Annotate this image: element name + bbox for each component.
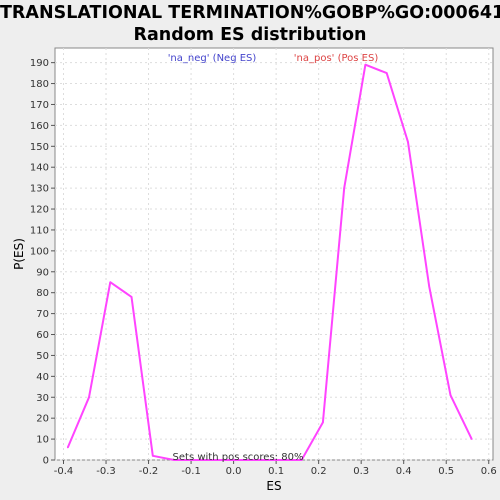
data-point bbox=[470, 438, 473, 440]
x-tick-label: -0.2 bbox=[139, 466, 159, 477]
y-tick-label: 170 bbox=[30, 100, 49, 111]
x-tick-label: -0.3 bbox=[96, 466, 116, 477]
y-tick-label: 140 bbox=[30, 163, 49, 174]
y-tick-label: 50 bbox=[36, 351, 49, 362]
data-point bbox=[66, 446, 69, 449]
y-tick-label: 10 bbox=[36, 435, 49, 446]
y-tick-label: 80 bbox=[36, 288, 49, 299]
x-tick-label: 0.3 bbox=[353, 466, 369, 477]
pos-scores-annotation: Sets with pos scores: 80% bbox=[173, 452, 304, 463]
y-tick-label: 60 bbox=[36, 330, 49, 341]
data-point bbox=[322, 421, 324, 424]
chart-title-line-2: Random ES distribution bbox=[133, 25, 367, 45]
x-tick-label: 0.4 bbox=[396, 466, 412, 477]
y-tick-label: 30 bbox=[36, 393, 49, 404]
y-axis-label: P(ES) bbox=[12, 238, 26, 270]
data-point bbox=[88, 396, 90, 399]
y-tick-label: 70 bbox=[36, 309, 49, 320]
legend-entry-pos: 'na_pos' (Pos ES) bbox=[294, 53, 379, 64]
legend-entry-neg: 'na_neg' (Neg ES) bbox=[168, 53, 257, 64]
data-point bbox=[300, 459, 303, 461]
data-point bbox=[343, 187, 345, 189]
axes: 0 10 20 30 40 50 60 70 80 90 100 110 120 130 140 150 160… bbox=[30, 58, 497, 477]
x-tick-label: 0.5 bbox=[438, 466, 454, 477]
data-point bbox=[364, 63, 367, 66]
y-tick-label: 190 bbox=[30, 58, 49, 69]
x-tick-label: 0.0 bbox=[226, 466, 242, 477]
y-tick-label: 20 bbox=[36, 414, 49, 425]
y-tick-label: 180 bbox=[30, 79, 49, 90]
data-point bbox=[407, 141, 409, 143]
y-tick-label: 40 bbox=[36, 372, 49, 383]
x-tick-label: 0.6 bbox=[481, 466, 497, 477]
y-tick-label: 150 bbox=[30, 142, 49, 153]
data-point bbox=[152, 455, 154, 457]
data-point bbox=[428, 285, 431, 288]
x-tick-label: 0.1 bbox=[268, 466, 284, 477]
data-point bbox=[109, 281, 112, 284]
data-point bbox=[130, 296, 133, 298]
plot-area bbox=[54, 47, 494, 461]
data-point bbox=[173, 459, 175, 461]
y-tick-label: 100 bbox=[30, 246, 49, 257]
y-tick-label: 0 bbox=[43, 456, 49, 467]
series-layer bbox=[66, 63, 473, 461]
y-tick-label: 160 bbox=[30, 121, 49, 132]
y-tick-label: 90 bbox=[36, 267, 49, 278]
y-tick-label: 110 bbox=[30, 225, 49, 236]
x-tick-label: -0.4 bbox=[54, 466, 74, 477]
x-tick-label: 0.2 bbox=[311, 466, 327, 477]
y-tick-label: 120 bbox=[30, 205, 49, 216]
data-point bbox=[385, 72, 388, 74]
x-axis-label: ES bbox=[266, 479, 281, 493]
chart-title: TRANSLATIONAL TERMINATION%GOBP%GO:000641… bbox=[0, 2, 500, 46]
x-tick-label: -0.1 bbox=[181, 466, 201, 477]
data-point bbox=[449, 394, 452, 396]
grid bbox=[55, 48, 493, 461]
chart-title-line-1: TRANSLATIONAL TERMINATION%GOBP%GO:000641… bbox=[0, 3, 500, 23]
y-tick-label: 130 bbox=[30, 184, 49, 195]
